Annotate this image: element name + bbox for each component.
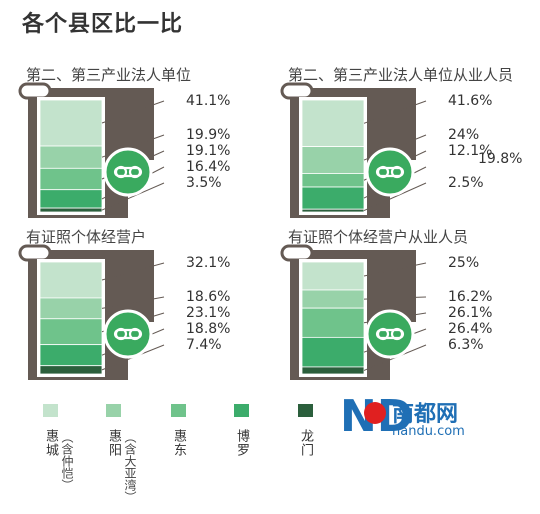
leader-line bbox=[363, 262, 427, 277]
data-label: 25% bbox=[448, 255, 480, 271]
legend-label: 惠东 bbox=[171, 429, 186, 457]
infinity-mark bbox=[376, 165, 390, 179]
bar-segment-5 bbox=[301, 208, 365, 213]
legend-item-longmen: 龙门 bbox=[298, 404, 338, 457]
infinity-mark bbox=[390, 327, 404, 341]
stacked-bar-chart bbox=[18, 82, 165, 218]
legend-item-huicheng: 惠城 （含仲恺） bbox=[43, 404, 83, 491]
chart-panel-licensed-households: 有证照个体经营户 32.1% 18.6% 23.1% 18.8% 7.4% bbox=[18, 226, 280, 386]
data-label: 32.1% bbox=[186, 255, 231, 271]
legend-swatch bbox=[234, 404, 249, 417]
legend-label: 惠阳 bbox=[106, 429, 121, 457]
data-label: 41.6% bbox=[448, 93, 493, 109]
data-label: 18.8% bbox=[186, 321, 231, 337]
chart-title: 有证照个体经营户 bbox=[26, 228, 147, 246]
bar-segment-2 bbox=[39, 297, 103, 320]
chart-title: 第二、第三产业法人单位从业人员 bbox=[288, 66, 514, 84]
leader-line bbox=[101, 296, 165, 309]
infinity-mark bbox=[128, 165, 142, 179]
badge-icon bbox=[103, 147, 153, 197]
chart-panel-legal-unit-employees: 第二、第三产业法人单位从业人员 41.6% 24% 12.1% 19.8% 2.5% bbox=[280, 64, 540, 224]
bar-segment-3 bbox=[39, 167, 103, 191]
chart-panel-licensed-household-employees: 有证照个体经营户从业人员 25% 16.2% 26.1% 26.4% 6.3% bbox=[280, 226, 540, 386]
legend-label: 惠城 bbox=[43, 429, 58, 457]
data-label: 12.1% bbox=[448, 143, 493, 159]
bar-segment-3 bbox=[39, 318, 103, 346]
bar-segment-5 bbox=[39, 207, 103, 213]
bar-segment-1 bbox=[301, 261, 365, 291]
infinity-mark bbox=[114, 165, 128, 179]
data-label: 3.5% bbox=[186, 175, 222, 191]
leader-line bbox=[101, 100, 165, 124]
logo-dot-icon bbox=[364, 402, 386, 424]
data-label: 2.5% bbox=[448, 175, 484, 191]
logo-name: 南都网 bbox=[392, 402, 459, 427]
legend-swatch bbox=[43, 404, 58, 417]
bar-segment-2 bbox=[301, 146, 365, 174]
bar-segment-1 bbox=[39, 99, 103, 147]
stacked-bar-chart bbox=[280, 82, 427, 218]
bar-segment-5 bbox=[39, 365, 103, 375]
page-title: 各个县区比一比 bbox=[22, 12, 184, 37]
legend-label: 龙门 bbox=[298, 429, 313, 457]
badge-icon bbox=[103, 309, 153, 359]
data-label: 26.4% bbox=[448, 321, 493, 337]
clip-icon bbox=[18, 244, 52, 262]
leader-line bbox=[363, 296, 427, 300]
bar-segment-4 bbox=[39, 189, 103, 209]
legend-swatch bbox=[171, 404, 186, 417]
bar-segment-1 bbox=[301, 99, 365, 147]
stacked-bar-chart bbox=[280, 244, 427, 380]
bar-segment-5 bbox=[301, 366, 365, 375]
bar-segment-3 bbox=[301, 173, 365, 188]
infinity-mark bbox=[128, 327, 142, 341]
clip-icon bbox=[280, 82, 314, 100]
data-label: 26.1% bbox=[448, 305, 493, 321]
data-label: 18.6% bbox=[186, 289, 231, 305]
bar-segment-4 bbox=[301, 336, 365, 368]
legend-label: 博罗 bbox=[234, 429, 249, 457]
legend-note: （含大亚湾） bbox=[123, 431, 137, 503]
clip-icon bbox=[280, 244, 314, 262]
data-label: 19.8% bbox=[478, 151, 523, 167]
leader-line bbox=[101, 182, 165, 211]
bar-segment-4 bbox=[39, 344, 103, 367]
bar-segment-4 bbox=[301, 186, 365, 210]
legend-note: （含仲恺） bbox=[60, 431, 74, 491]
chart-panel-legal-units: 第二、第三产业法人单位 41.1% 19.9% 19.1% 16.4% 3.5% bbox=[18, 64, 280, 224]
infinity-mark bbox=[390, 165, 404, 179]
data-label: 19.1% bbox=[186, 143, 231, 159]
data-label: 24% bbox=[448, 127, 480, 143]
stacked-bar-chart bbox=[18, 244, 165, 380]
badge-icon bbox=[365, 309, 415, 359]
legend-swatch bbox=[106, 404, 121, 417]
data-label: 16.4% bbox=[186, 159, 231, 175]
data-label: 16.2% bbox=[448, 289, 493, 305]
leader-line bbox=[363, 182, 427, 212]
clip-icon bbox=[18, 82, 52, 100]
chart-title: 第二、第三产业法人单位 bbox=[26, 66, 192, 84]
data-label: 23.1% bbox=[186, 305, 231, 321]
nandu-logo[interactable]: ND 南都网 nandu.com bbox=[340, 392, 480, 446]
legend-item-huiyang: 惠阳 （含大亚湾） bbox=[106, 404, 146, 503]
bar-segment-2 bbox=[301, 289, 365, 309]
infinity-mark bbox=[376, 327, 390, 341]
badge-icon bbox=[365, 147, 415, 197]
legend-swatch bbox=[298, 404, 313, 417]
legend-item-huidong: 惠东 bbox=[171, 404, 211, 457]
leader-line bbox=[101, 262, 165, 281]
data-label: 7.4% bbox=[186, 337, 222, 353]
chart-title: 有证照个体经营户从业人员 bbox=[288, 228, 469, 246]
bar-segment-2 bbox=[39, 145, 103, 169]
leader-line bbox=[363, 100, 427, 124]
infinity-mark bbox=[114, 327, 128, 341]
legend-item-boluo: 博罗 bbox=[234, 404, 274, 457]
bar-segment-1 bbox=[39, 261, 103, 299]
data-label: 19.9% bbox=[186, 127, 231, 143]
data-label: 6.3% bbox=[448, 337, 484, 353]
data-label: 41.1% bbox=[186, 93, 231, 109]
bar-segment-3 bbox=[301, 307, 365, 338]
logo-url: nandu.com bbox=[392, 424, 465, 439]
